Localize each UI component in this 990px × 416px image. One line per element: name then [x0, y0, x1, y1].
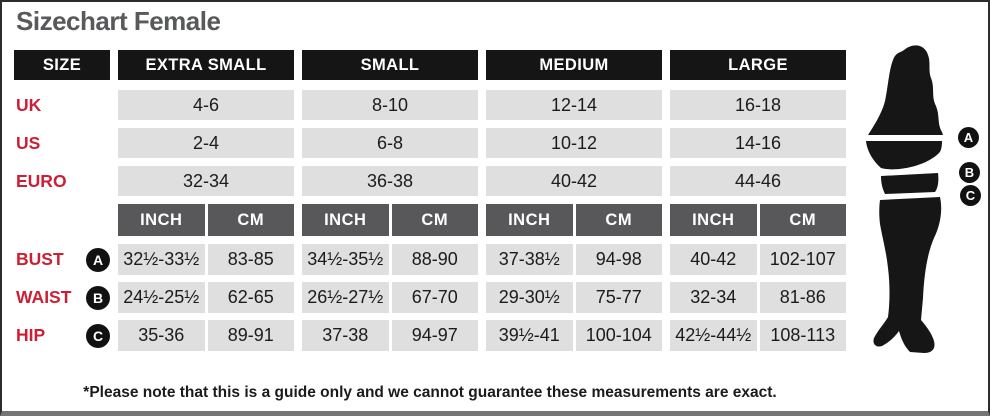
units-pair-large: INCH CM — [670, 204, 846, 236]
units-pair-small: INCH CM — [302, 204, 478, 236]
measure-cell: 88-90 — [391, 244, 478, 275]
column-header-large: LARGE — [670, 50, 846, 80]
bust-label: BUST — [16, 249, 64, 269]
units-pair-medium: INCH CM — [486, 204, 662, 236]
measure-cell: 35-36 — [118, 320, 205, 351]
measure-cell: 39½-41 — [486, 320, 573, 351]
cm-header: CM — [207, 204, 294, 236]
table-row-us: US 2-4 6-8 10-12 14-16 — [14, 128, 846, 158]
measure-cell: 37-38½ — [486, 244, 573, 275]
bust-extra-small: 32½-33½ 83-85 — [118, 244, 294, 275]
waist-extra-small: 24½-25½ 62-65 — [118, 282, 294, 313]
table-row-bust: BUST A 32½-33½ 83-85 34½-35½ 88-90 37-38… — [14, 244, 846, 275]
hip-large: 42½-44½ 108-113 — [670, 320, 846, 351]
units-pair-extra-small: INCH CM — [118, 204, 294, 236]
measure-cell: 108-113 — [759, 320, 846, 351]
measure-cell: 42½-44½ — [670, 320, 757, 351]
column-header-small: SMALL — [302, 50, 478, 80]
measure-cell: 94-97 — [391, 320, 478, 351]
measure-cell: 102-107 — [759, 244, 846, 275]
silhouette-waist — [881, 173, 939, 194]
table-row-hip: HIP C 35-36 89-91 37-38 94-97 39½-41 100… — [14, 320, 846, 351]
measure-cell: 29-30½ — [486, 282, 573, 313]
page-title: Sizechart Female — [16, 6, 221, 36]
inch-header: INCH — [118, 204, 205, 236]
cm-header: CM — [575, 204, 662, 236]
figure-marker-c-badge: C — [960, 185, 981, 206]
table-header-row: SIZE EXTRA SMALL SMALL MEDIUM LARGE — [14, 50, 846, 80]
cm-header: CM — [391, 204, 478, 236]
inch-header: INCH — [670, 204, 757, 236]
size-cell: 4-6 — [118, 90, 294, 120]
waist-medium: 29-30½ 75-77 — [486, 282, 662, 313]
table-row-waist: WAIST B 24½-25½ 62-65 26½-27½ 67-70 29-3… — [14, 282, 846, 313]
size-table: SIZE EXTRA SMALL SMALL MEDIUM LARGE UK 4… — [14, 50, 846, 358]
size-cell: 8-10 — [302, 90, 478, 120]
marker-b-badge: B — [86, 285, 110, 310]
size-cell: 14-16 — [670, 128, 846, 158]
measure-cell: 32½-33½ — [118, 244, 205, 275]
measure-cell: 89-91 — [207, 320, 294, 351]
measure-cell: 37-38 — [302, 320, 389, 351]
silhouette-bust — [866, 141, 942, 170]
column-header-medium: MEDIUM — [486, 50, 662, 80]
measure-cell: 83-85 — [207, 244, 294, 275]
row-label-euro: EURO — [16, 170, 67, 191]
measure-cell: 40-42 — [670, 244, 757, 275]
waist-small: 26½-27½ 67-70 — [302, 282, 478, 313]
measure-cell: 34½-35½ — [302, 244, 389, 275]
row-label-us: US — [16, 132, 41, 153]
hip-label: HIP — [16, 325, 46, 345]
size-cell: 12-14 — [486, 90, 662, 120]
figure-marker-a-badge: A — [958, 127, 979, 148]
measure-cell: 100-104 — [575, 320, 662, 351]
units-row-spacer — [14, 204, 110, 236]
waist-large: 32-34 81-86 — [670, 282, 846, 313]
silhouette-head-hair — [868, 45, 943, 135]
size-cell: 32-34 — [118, 166, 294, 196]
table-units-row: INCH CM INCH CM INCH CM INCH CM — [14, 204, 846, 236]
table-row-euro: EURO 32-34 36-38 40-42 44-46 — [14, 166, 846, 196]
disclaimer-note: *Please note that this is a guide only a… — [83, 384, 777, 401]
row-label-waist: WAIST B — [14, 282, 110, 313]
size-cell: 40-42 — [486, 166, 662, 196]
hip-medium: 39½-41 100-104 — [486, 320, 662, 351]
hip-small: 37-38 94-97 — [302, 320, 478, 351]
row-label-uk: UK — [16, 94, 42, 115]
size-cell: 44-46 — [670, 166, 846, 196]
row-label-bust: BUST A — [14, 244, 110, 275]
size-cell: 16-18 — [670, 90, 846, 120]
size-cell: 10-12 — [486, 128, 662, 158]
marker-c-badge: C — [86, 323, 110, 348]
size-cell: 6-8 — [302, 128, 478, 158]
measure-cell: 67-70 — [391, 282, 478, 313]
female-silhouette-figure — [866, 45, 943, 353]
size-cell: 2-4 — [118, 128, 294, 158]
inch-header: INCH — [486, 204, 573, 236]
bust-medium: 37-38½ 94-98 — [486, 244, 662, 275]
measure-cell: 24½-25½ — [118, 282, 205, 313]
inch-header: INCH — [302, 204, 389, 236]
hip-extra-small: 35-36 89-91 — [118, 320, 294, 351]
size-cell: 36-38 — [302, 166, 478, 196]
measure-cell: 94-98 — [575, 244, 662, 275]
marker-a-badge: A — [86, 247, 110, 272]
measure-cell: 32-34 — [670, 282, 757, 313]
silhouette-hips-legs — [873, 197, 942, 353]
measure-cell: 75-77 — [575, 282, 662, 313]
bust-large: 40-42 102-107 — [670, 244, 846, 275]
measure-cell: 62-65 — [207, 282, 294, 313]
measure-cell: 81-86 — [759, 282, 846, 313]
row-label-hip: HIP C — [14, 320, 110, 351]
table-row-uk: UK 4-6 8-10 12-14 16-18 — [14, 90, 846, 120]
figure-marker-b-badge: B — [959, 162, 980, 183]
column-header-extra-small: EXTRA SMALL — [118, 50, 294, 80]
bust-small: 34½-35½ 88-90 — [302, 244, 478, 275]
waist-label: WAIST — [16, 287, 72, 307]
measure-cell: 26½-27½ — [302, 282, 389, 313]
cm-header: CM — [759, 204, 846, 236]
size-column-header: SIZE — [14, 50, 110, 80]
